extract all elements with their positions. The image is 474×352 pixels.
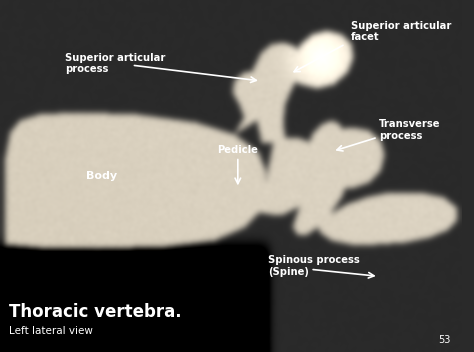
Text: Left lateral view: Left lateral view [9,326,93,336]
Text: Superior articular
process: Superior articular process [64,52,165,74]
Text: Spinous process
(Spine): Spinous process (Spine) [268,255,360,277]
Text: 53: 53 [438,335,450,345]
Text: Thoracic vertebra.: Thoracic vertebra. [9,302,182,321]
Text: Pedicle: Pedicle [218,145,258,155]
Text: Superior articular
facet: Superior articular facet [351,21,451,43]
Text: Transverse
process: Transverse process [379,119,440,141]
Text: Body: Body [86,171,117,181]
